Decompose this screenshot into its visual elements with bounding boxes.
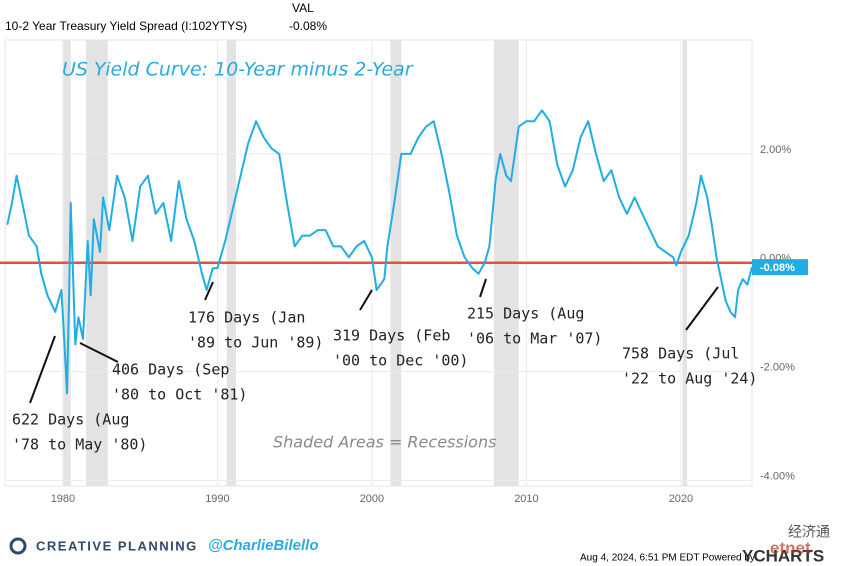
logo	[9, 537, 27, 555]
annotation: 215 Days (Aug	[467, 305, 584, 323]
val-heading: VAL	[292, 1, 314, 15]
annotation: '89 to Jun '89)	[188, 334, 323, 352]
series-label: 10-2 Year Treasury Yield Spread (I:102YT…	[5, 19, 247, 33]
y-tick-label: 2.00%	[760, 144, 791, 156]
y-tick-label: -2.00%	[760, 362, 795, 374]
series-line	[6, 109, 753, 395]
annotation: '78 to May '80)	[12, 436, 147, 454]
annotation: 319 Days (Feb	[333, 327, 450, 345]
pointers	[29, 278, 719, 404]
x-tick-label: 2000	[360, 493, 384, 505]
val: -0.08%	[289, 19, 327, 33]
annotation: '22 to Aug '24)	[622, 370, 757, 388]
timestamp: Aug 4, 2024, 6:51 PM EDT Powered by	[580, 553, 755, 564]
annotation: '06 to Mar '07)	[467, 330, 602, 348]
watermark-2: etnet	[770, 538, 811, 557]
brand: CREATIVE PLANNING	[36, 538, 198, 553]
chart-title: US Yield Curve: 10-Year minus 2-Year	[62, 59, 414, 81]
y-tick-label: -4.00%	[760, 470, 795, 482]
annotation: '00 to Dec '00)	[333, 352, 468, 370]
x-tick-label: 1980	[51, 493, 75, 505]
note: Shaded Areas = Recessions	[273, 433, 496, 452]
last-value-label: -0.08%	[760, 262, 795, 274]
x-tick-label: 1990	[205, 493, 229, 505]
annotation: '80 to Oct '81)	[112, 386, 247, 404]
annotation: 758 Days (Jul	[622, 345, 739, 363]
annotation: 176 Days (Jan	[188, 309, 305, 327]
provider: YCHARTS	[742, 546, 824, 565]
watermark: 经济通	[788, 524, 830, 540]
annotation: 622 Days (Aug	[12, 411, 129, 429]
last-value-tag	[752, 259, 808, 276]
x-tick-label: 2020	[669, 493, 693, 505]
x-tick-label: 2010	[514, 493, 538, 505]
annotation: 406 Days (Sep	[112, 361, 229, 379]
handle: @CharlieBilello	[208, 537, 319, 554]
